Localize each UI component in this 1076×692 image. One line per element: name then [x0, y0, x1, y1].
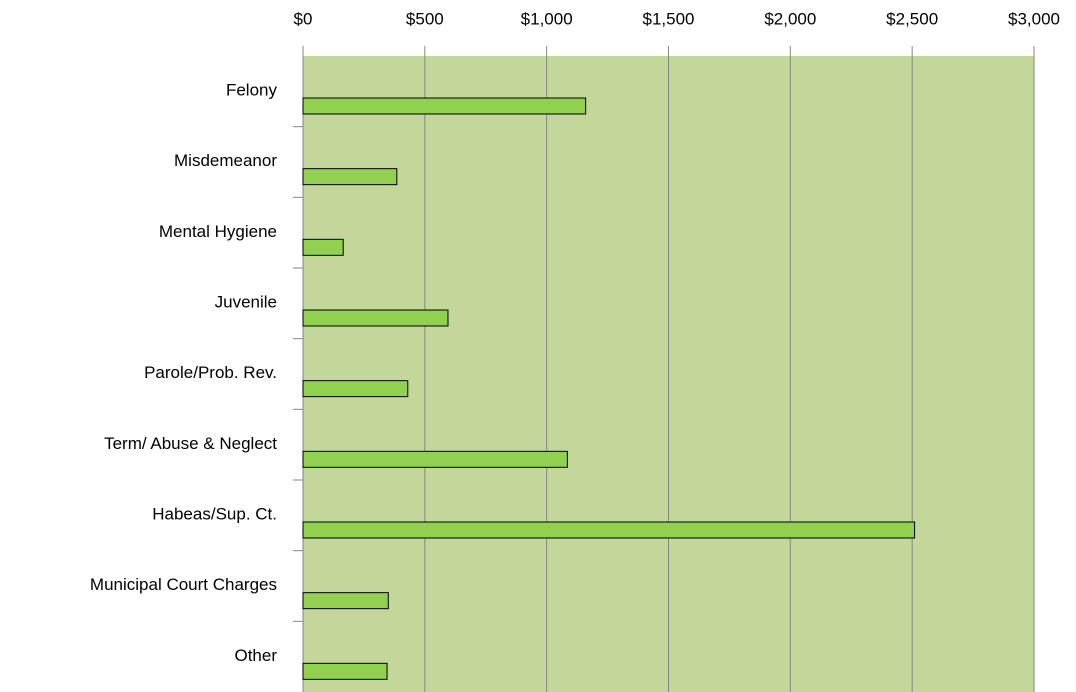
bar: [302, 662, 388, 680]
x-tick-label: $0: [294, 9, 313, 28]
bar: [302, 521, 916, 539]
bar: [302, 450, 568, 468]
x-tick-label: $1,500: [643, 9, 695, 28]
y-tick-label: Other: [234, 646, 277, 665]
x-tick-label: $2,000: [764, 9, 816, 28]
y-tick-label: Habeas/Sup. Ct.: [152, 504, 277, 523]
x-tick-label: $500: [406, 9, 444, 28]
bar: [302, 168, 398, 186]
y-tick-label: Municipal Court Charges: [90, 575, 277, 594]
y-tick-label: Term/ Abuse & Neglect: [104, 434, 277, 453]
bar: [302, 309, 449, 327]
bar: [302, 380, 409, 398]
y-tick-label: Mental Hygiene: [159, 222, 277, 241]
bar: [302, 238, 344, 256]
x-tick-label: $1,000: [521, 9, 573, 28]
y-tick-label: Parole/Prob. Rev.: [144, 363, 277, 382]
y-tick-label: Juvenile: [215, 292, 277, 311]
x-tick-label: $2,500: [886, 9, 938, 28]
y-tick-label: Misdemeanor: [174, 151, 277, 170]
bar: [302, 97, 587, 115]
x-tick-label: $3,000: [1008, 9, 1060, 28]
y-tick-label: Felony: [226, 80, 278, 99]
bar: [302, 592, 389, 610]
